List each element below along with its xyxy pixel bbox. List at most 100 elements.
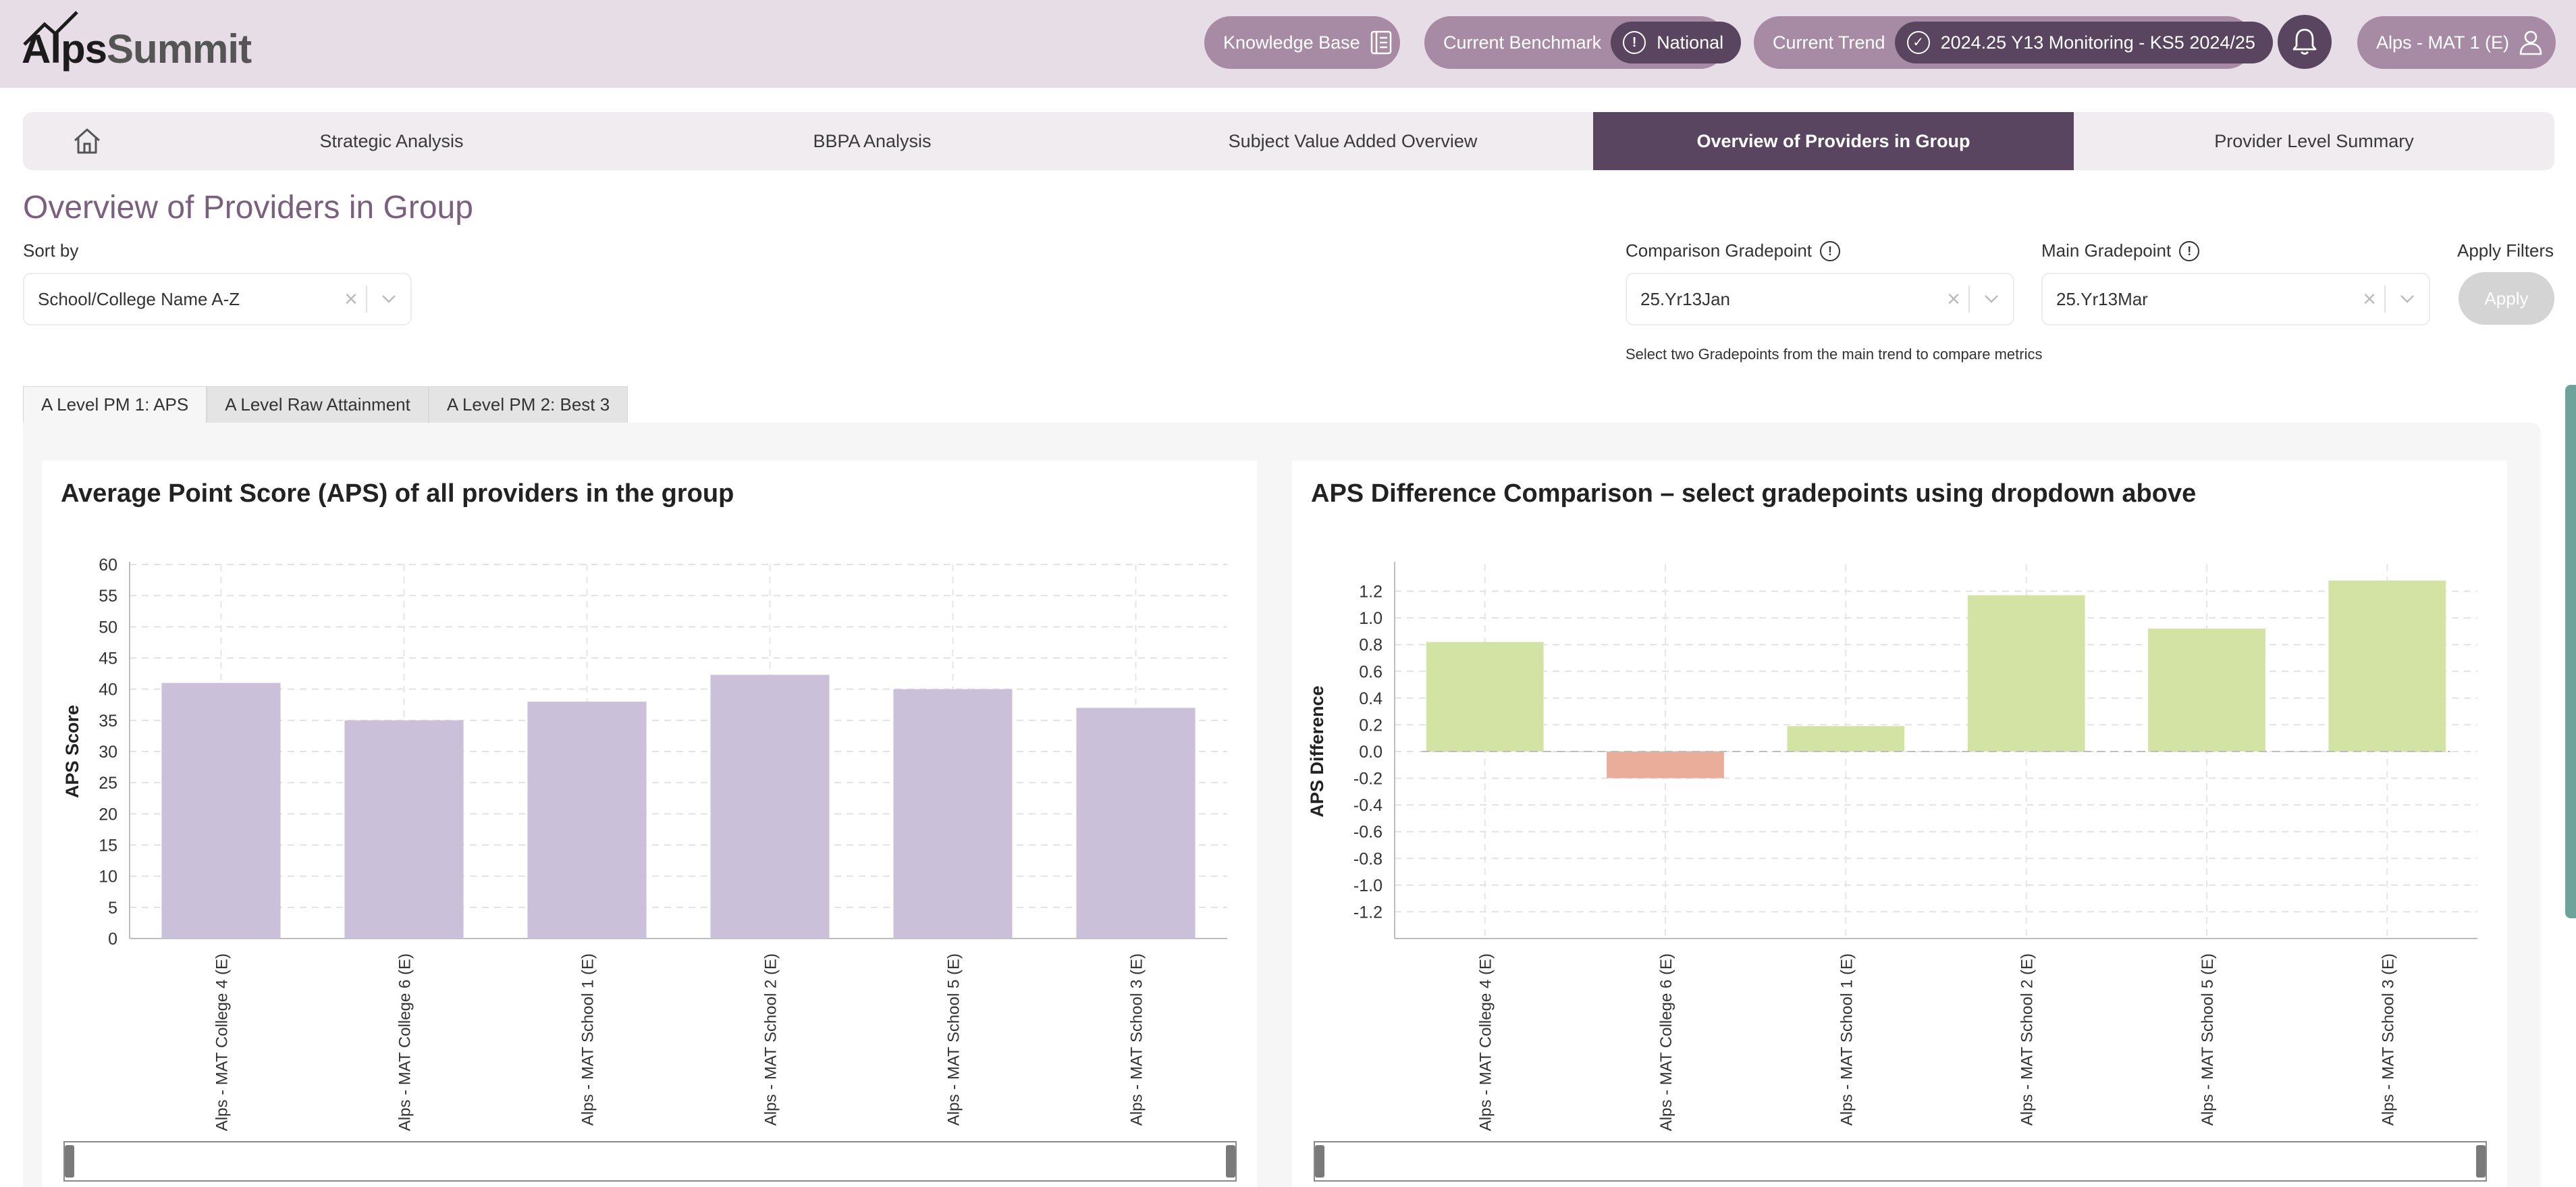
- bar: [710, 675, 830, 939]
- check-circle-icon: ✓: [1906, 31, 1930, 54]
- current-benchmark-value: National: [1657, 32, 1724, 53]
- tab-a-level-raw-attainment[interactable]: A Level Raw Attainment: [207, 386, 429, 423]
- y-tick-label: 0.6: [1359, 662, 1383, 681]
- y-tick-label: 1.2: [1359, 583, 1383, 602]
- y-tick-label: 1.0: [1359, 609, 1383, 628]
- y-tick-label: 25: [99, 774, 117, 793]
- tab-a-level-pm1-aps[interactable]: A Level PM 1: APS: [23, 386, 207, 423]
- bar: [2148, 628, 2265, 751]
- sort-by-select[interactable]: School/College Name A-Z ×: [23, 273, 412, 325]
- info-icon[interactable]: !: [2179, 240, 2200, 261]
- bar: [1787, 726, 1905, 751]
- aps-chart-card: Average Point Score (APS) of all provide…: [42, 460, 1257, 1187]
- logo-text-summit: Summit: [107, 26, 252, 72]
- x-tick-label: Alps - MAT College 6 (E): [1657, 953, 1675, 1131]
- comparison-gradepoint-label: Comparison Gradepoint !: [1626, 240, 1841, 261]
- y-tick-label: -0.4: [1353, 796, 1383, 815]
- bar: [1607, 751, 1724, 779]
- gradepoint-hint: Select two Gradepoints from the main tre…: [1626, 346, 2043, 363]
- apply-filters-label: Apply Filters: [2457, 240, 2554, 261]
- y-tick-label: 0.2: [1359, 716, 1383, 735]
- logo-mountain-icon: [23, 11, 78, 46]
- scrollbar-left-handle[interactable]: [65, 1145, 74, 1178]
- x-tick-label: Alps - MAT School 3 (E): [2379, 953, 2397, 1126]
- bar: [1076, 708, 1196, 939]
- y-tick-label: -0.6: [1353, 823, 1383, 842]
- nav-overview-of-providers[interactable]: Overview of Providers in Group: [1593, 112, 2074, 170]
- chevron-down-icon[interactable]: [367, 294, 410, 304]
- current-trend-selector[interactable]: Current Trend ✓ 2024.25 Y13 Monitoring -…: [1754, 16, 2273, 69]
- home-icon: [74, 128, 100, 154]
- y-tick-label: 45: [99, 650, 117, 668]
- sort-by-value: School/College Name A-Z: [38, 288, 240, 309]
- scrollbar-left-handle[interactable]: [1315, 1145, 1324, 1178]
- comparison-gradepoint-value: 25.Yr13Jan: [1640, 288, 1730, 309]
- bar: [2328, 580, 2446, 751]
- main-gradepoint-value: 25.Yr13Mar: [2056, 288, 2148, 309]
- bar: [344, 720, 464, 939]
- aps-bar-chart: 0 5 10 15 20 25 30 35 40 45 50 55 60 Alps - MAT Colle…: [62, 556, 1227, 1131]
- alps-summit-logo[interactable]: AlpsSummit: [22, 9, 265, 77]
- y-axis-label: APS Score: [62, 705, 82, 798]
- x-tick-label: Alps - MAT School 2 (E): [2018, 953, 2037, 1126]
- logo-text-alps: Alps: [22, 26, 107, 72]
- info-icon[interactable]: !: [1820, 240, 1841, 261]
- clear-icon[interactable]: ×: [344, 286, 358, 312]
- y-tick-label: -1.2: [1353, 903, 1383, 922]
- aps-difference-chart-card: APS Difference Comparison – select grade…: [1292, 460, 2507, 1187]
- x-tick-label: Alps - MAT School 1 (E): [579, 953, 597, 1126]
- y-tick-label: 55: [99, 587, 117, 606]
- aps-difference-zoom-scrollbar[interactable]: [1314, 1141, 2487, 1182]
- nav-bbpa-analysis[interactable]: BBPA Analysis: [813, 130, 932, 151]
- aps-chart-zoom-scrollbar[interactable]: [63, 1141, 1237, 1182]
- y-tick-label: 10: [99, 868, 117, 887]
- y-tick-label: 35: [99, 712, 117, 731]
- current-trend-value: 2024.25 Y13 Monitoring - KS5 2024/25: [1940, 32, 2255, 53]
- nav-subject-value-added-overview[interactable]: Subject Value Added Overview: [1228, 130, 1478, 151]
- y-tick-label: 40: [99, 681, 117, 700]
- tab-a-level-pm2-best3[interactable]: A Level PM 2: Best 3: [428, 386, 628, 423]
- main-gradepoint-text: Main Gradepoint: [2041, 240, 2172, 261]
- scrollbar-right-handle[interactable]: [2476, 1145, 2486, 1178]
- y-tick-label: 30: [99, 743, 117, 762]
- x-tick-label: Alps - MAT School 1 (E): [1837, 953, 1856, 1126]
- nav-strategic-analysis[interactable]: Strategic Analysis: [319, 130, 464, 151]
- chevron-down-icon[interactable]: [2386, 294, 2429, 304]
- y-tick-label: -1.0: [1353, 876, 1383, 895]
- x-tick-label: Alps - MAT College 4 (E): [1477, 953, 1495, 1131]
- apply-button[interactable]: Apply: [2459, 272, 2554, 325]
- y-tick-label: 50: [99, 618, 117, 637]
- comparison-gradepoint-select[interactable]: 25.Yr13Jan ×: [1626, 273, 2014, 325]
- y-tick-label: 15: [99, 837, 117, 855]
- aps-difference-bar-chart: -1.2 -1.0 -0.8 -0.6 -0.4 -0.2 0.0 0.2 0.4 0.6 0.8 1…: [1307, 562, 2477, 1131]
- y-tick-label: 0.0: [1359, 743, 1383, 762]
- user-menu-button[interactable]: Alps - MAT 1 (E): [2357, 16, 2556, 69]
- y-tick-label: -0.8: [1353, 849, 1383, 868]
- y-tick-label: 5: [108, 899, 117, 918]
- current-benchmark-selector[interactable]: Current Benchmark ! National: [1424, 16, 1742, 69]
- chevron-down-icon[interactable]: [1970, 294, 2013, 304]
- main-gradepoint-label: Main Gradepoint !: [2041, 240, 2200, 261]
- nav-home[interactable]: [23, 112, 151, 170]
- y-axis-label: APS Difference: [1307, 685, 1327, 817]
- clear-icon[interactable]: ×: [1947, 286, 1960, 312]
- knowledge-base-button[interactable]: Knowledge Base: [1204, 16, 1400, 69]
- y-tick-label: 60: [99, 556, 117, 575]
- y-tick-label: -0.2: [1353, 770, 1383, 789]
- clear-icon[interactable]: ×: [2363, 286, 2376, 312]
- nav-provider-level-summary[interactable]: Provider Level Summary: [2214, 130, 2414, 151]
- current-benchmark-label: Current Benchmark: [1443, 32, 1602, 53]
- page-title: Overview of Providers in Group: [23, 190, 473, 226]
- x-tick-label: Alps - MAT School 2 (E): [762, 953, 780, 1126]
- bar: [1967, 595, 2085, 751]
- scrollbar-right-handle[interactable]: [1226, 1145, 1235, 1178]
- y-tick-label: 0.8: [1359, 636, 1383, 655]
- main-gradepoint-select[interactable]: 25.Yr13Mar ×: [2041, 273, 2430, 325]
- bar: [893, 689, 1013, 939]
- x-tick-label: Alps - MAT School 3 (E): [1128, 953, 1146, 1126]
- bar: [527, 702, 647, 939]
- user-icon: [2519, 30, 2542, 55]
- notifications-button[interactable]: [2278, 15, 2332, 69]
- page-scrollbar[interactable]: [2565, 385, 2576, 918]
- x-tick-label: Alps - MAT College 6 (E): [396, 953, 414, 1131]
